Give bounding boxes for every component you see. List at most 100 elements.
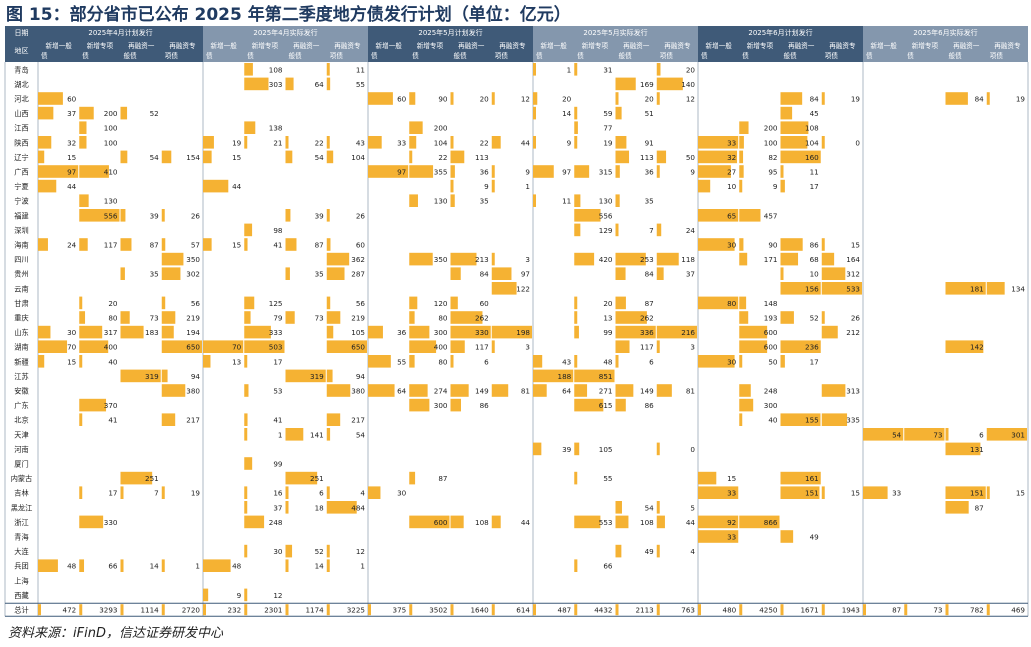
data-label: 232 [228,606,242,615]
data-label: 219 [351,314,365,323]
data-bar [491,384,509,397]
subcolumn-label-line2: 般债 [289,51,303,60]
data-bar [409,136,417,149]
data-label: 64 [315,80,325,89]
data-label: 253 [640,255,654,264]
data-label: 313 [846,387,860,396]
data-label: 553 [599,518,613,527]
data-label: 44 [67,182,77,191]
data-bar [161,604,165,616]
data-label: 1943 [842,606,860,615]
data-label: 420 [599,255,613,264]
data-label: 12 [521,95,530,104]
data-label: 90 [438,95,448,104]
data-label: 41 [273,416,282,425]
data-label: 0 [855,138,860,147]
data-bar [656,165,660,178]
region-label: 大连 [14,547,28,556]
data-label: 82 [768,153,777,162]
data-label: 15 [232,153,241,162]
data-bar [409,92,416,105]
data-bar [698,179,711,193]
data-label: 350 [434,255,448,264]
region-label: 浙江 [14,518,28,527]
data-label: 105 [599,445,613,454]
data-label: 30 [727,241,737,250]
data-bar [244,121,256,134]
data-label: 763 [681,606,695,615]
region-label: 青海 [14,533,28,542]
subcolumn-label-line1: 新增一般 [45,41,72,50]
data-bar [574,136,578,149]
subcolumn-label-line2: 项债 [165,51,179,60]
data-label: 13 [603,314,612,323]
subcolumn-header-block [38,38,203,62]
data-bar [780,340,821,353]
data-bar [698,165,731,178]
subcolumn-header-block [533,38,698,62]
region-label: 西藏 [14,591,28,600]
data-bar [491,92,495,105]
data-label: 36 [397,328,407,337]
data-bar [533,165,554,178]
data-label: 44 [686,518,696,527]
data-bar [368,136,382,149]
data-label: 37 [67,109,76,118]
data-label: 151 [805,489,819,498]
data-label: 98 [273,226,283,235]
data-label: 130 [434,197,448,206]
data-bar [656,325,697,339]
data-bar [615,267,626,280]
data-bar [326,604,330,616]
region-label: 上海 [14,576,28,585]
data-bar [780,179,785,193]
subcolumn-label-line1: 再融资一 [623,41,650,50]
data-label: 134 [1011,284,1025,293]
data-label: 4432 [594,606,612,615]
data-label: 12 [356,547,365,556]
data-bar [161,369,168,383]
data-label: 45 [810,109,819,118]
region-label: 兵团 [14,562,28,571]
group-header-label: 2025年4月实际发行 [253,28,317,37]
data-bar [574,604,578,616]
data-label: 33 [727,138,736,147]
table-body-bg [5,62,1028,617]
data-bar [161,209,165,222]
region-label: 云南 [14,284,28,293]
data-label: 17 [108,489,117,498]
data-label: 30 [273,547,283,556]
data-label: 19 [191,489,201,498]
data-bar [120,209,126,222]
data-bar [821,252,835,266]
data-label: 44 [521,138,531,147]
data-bar [244,486,248,499]
data-bar [326,311,341,324]
data-label: 22 [315,138,324,147]
data-label: 60 [397,95,407,104]
data-label: 248 [764,387,778,396]
data-bar [203,238,212,251]
data-bar [739,209,761,222]
subcolumn-label-line1: 再融资一 [128,41,155,50]
data-label: 300 [434,401,448,410]
data-label: 20 [562,95,572,104]
data-label: 37 [686,270,695,279]
data-bar [79,121,87,134]
data-label: 87 [645,299,654,308]
data-bar [244,428,248,441]
data-label: 12 [273,591,282,600]
data-label: 19 [851,95,861,104]
data-bar [656,501,660,514]
data-label: 108 [269,65,283,74]
data-label: 20 [686,65,696,74]
data-bar [244,311,251,324]
data-label: 216 [681,328,695,337]
data-bar [409,311,415,324]
data-bar [38,92,63,105]
data-label: 35 [315,270,324,279]
data-label: 200 [104,109,118,118]
data-label: 24 [686,226,696,235]
data-bar [326,63,330,76]
data-label: 315 [599,168,613,177]
